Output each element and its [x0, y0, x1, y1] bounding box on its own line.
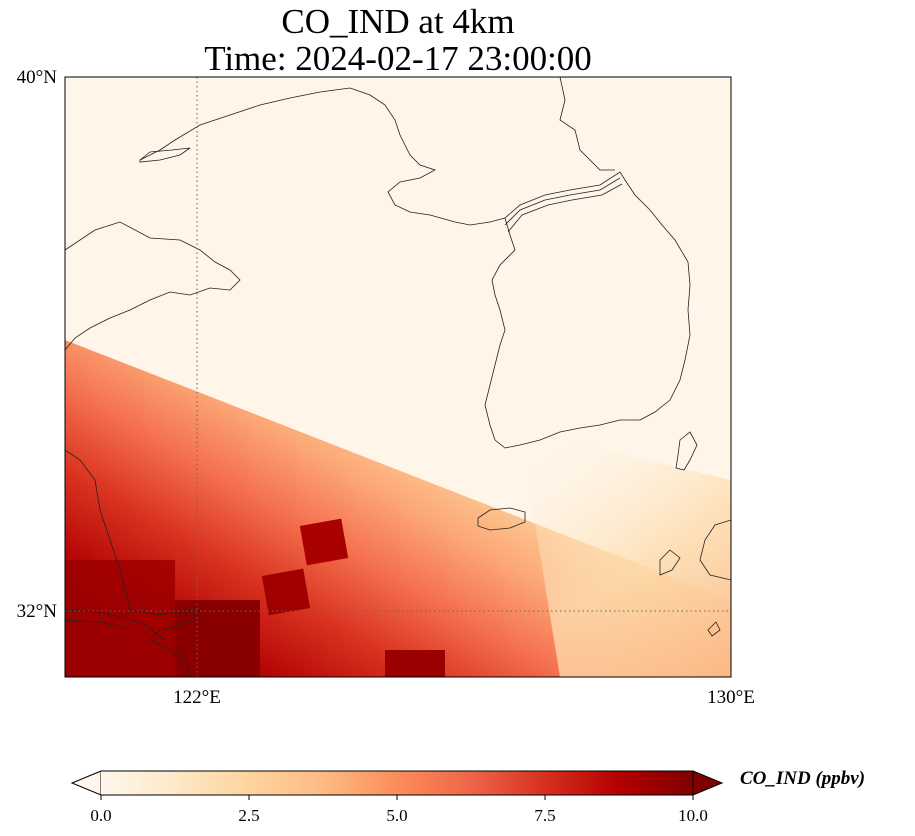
colorbar-label: CO_IND (ppbv): [740, 768, 866, 789]
hotspot-blob: [65, 560, 175, 677]
gridlines: [65, 77, 731, 677]
coastline-korea: [484, 171, 691, 449]
lon-tick-130e: 130°E: [707, 687, 755, 708]
hotspot-blob: [170, 600, 260, 677]
lat-tick-32n: 32°N: [17, 601, 58, 622]
hotspot-blob: [299, 518, 349, 566]
map-title-line-1: CO_IND at 4km: [281, 2, 515, 41]
lon-tick-122e: 122°E: [173, 687, 221, 708]
colorbar-ticks: 0.0 2.5 5.0 7.5 10.0: [90, 795, 708, 825]
map-title-line-2: Time: 2024-02-17 23:00:00: [204, 39, 592, 78]
colorbar-extend-min: [70, 770, 102, 796]
colorbar: 0.0 2.5 5.0 7.5 10.0: [70, 770, 724, 825]
hotspot-blob: [385, 650, 445, 677]
colorbar-gradient: [101, 771, 693, 795]
colorbar-extend-max: [692, 770, 724, 796]
colorbar-tick-label: 5.0: [386, 806, 407, 825]
coastline-liaoning: [139, 87, 506, 226]
concentration-field: [65, 77, 731, 677]
colorbar-tick-label: 2.5: [238, 806, 259, 825]
coastlines: [65, 77, 731, 677]
coastline-shandong: [65, 221, 241, 351]
coastline-jeju: [477, 507, 526, 531]
lat-tick-40n: 40°N: [17, 67, 58, 88]
hotspot-blob: [261, 568, 311, 616]
map-frame: [64, 76, 732, 678]
colorbar-tick-label: 10.0: [678, 806, 708, 825]
colorbar-tick-label: 0.0: [90, 806, 111, 825]
colorbar-tick-label: 7.5: [534, 806, 555, 825]
